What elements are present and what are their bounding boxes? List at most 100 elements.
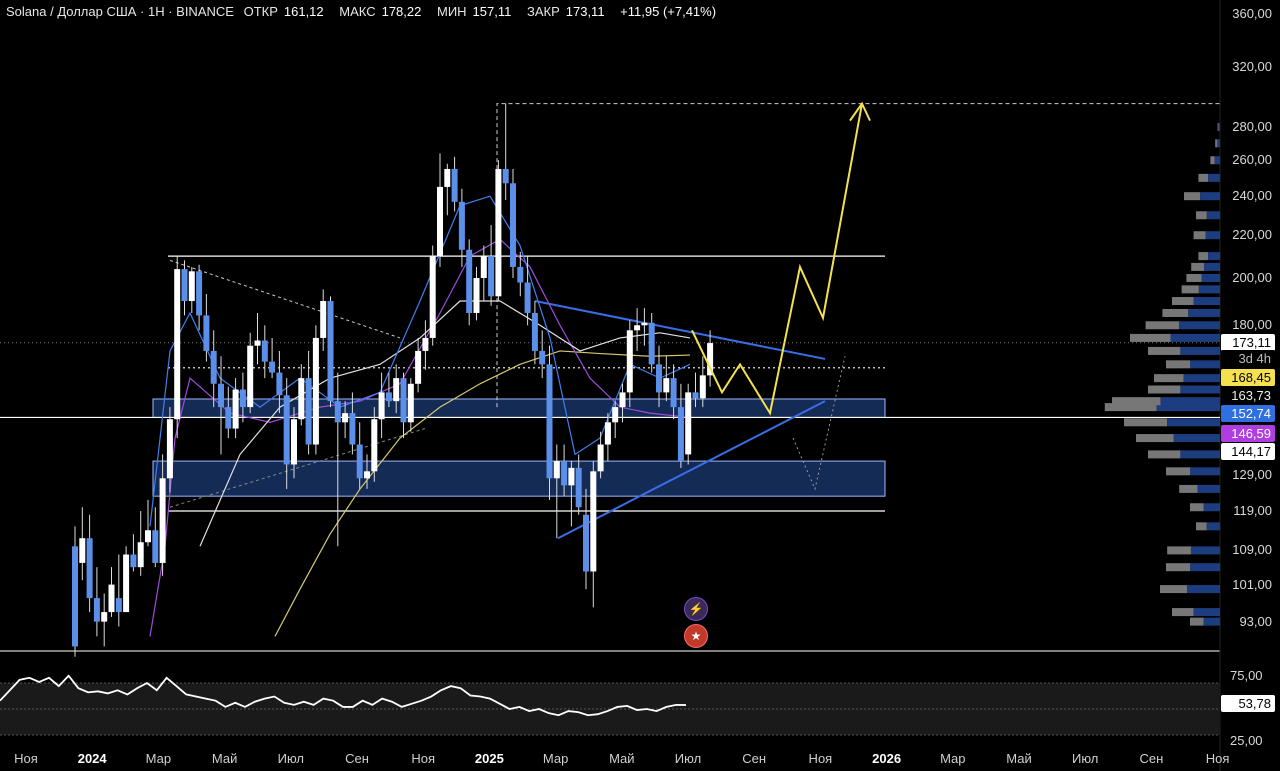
candle-body	[510, 183, 516, 267]
volume-profile-bar	[1215, 139, 1218, 148]
candle-body	[305, 378, 312, 445]
volume-profile-bar	[1197, 484, 1220, 493]
candle-body	[137, 542, 144, 568]
volume-profile-bar	[1190, 563, 1220, 572]
projection-arrowhead	[849, 101, 871, 122]
candle-body	[86, 538, 93, 599]
candle-body	[619, 392, 626, 408]
candle-body	[276, 372, 283, 396]
candle-body	[502, 168, 509, 184]
candle-body	[203, 315, 210, 351]
candle-body	[130, 554, 137, 568]
rsi-lower-label: 25,00	[1230, 733, 1263, 748]
volume-profile-bar	[1218, 123, 1220, 131]
candle-body	[385, 392, 392, 402]
rsi-upper-label: 75,00	[1230, 668, 1263, 683]
candle-body	[473, 277, 480, 313]
candle-body	[159, 478, 166, 563]
candle-body	[196, 271, 203, 316]
candle-body	[597, 444, 604, 472]
volume-profile-bar	[1154, 374, 1184, 383]
volume-profile-bar	[1205, 231, 1220, 240]
volume-profile-bar	[1166, 360, 1191, 369]
candle-body	[356, 444, 363, 479]
volume-profile-bar	[1124, 418, 1168, 427]
volume-profile-bar	[1190, 503, 1204, 512]
candle-body	[466, 249, 473, 313]
volume-profile-bar	[1208, 252, 1220, 261]
time-axis-label: Май	[1006, 751, 1032, 766]
volume-profile-bar	[1183, 374, 1220, 383]
ma-yellow	[274, 350, 691, 637]
candle-body	[181, 269, 188, 302]
volume-profile-bar	[1172, 608, 1194, 617]
price-axis-label: 180,00	[1232, 317, 1272, 333]
candle-body	[291, 419, 297, 465]
volume-profile-bar	[1172, 297, 1194, 306]
candle-body	[342, 413, 349, 423]
candle-body	[123, 554, 130, 613]
candle-body	[298, 378, 305, 420]
ma-yellow-tag: 168,45	[1221, 369, 1275, 386]
candle-body	[327, 301, 334, 402]
volume-profile-bar	[1160, 585, 1187, 594]
time-axis-label: Сен	[742, 751, 767, 766]
candle-body	[561, 461, 568, 486]
price-axis-label: 109,00	[1232, 542, 1272, 558]
volume-profile-bar	[1184, 192, 1201, 201]
candle-body	[612, 407, 619, 423]
time-axis-label: Сен	[345, 751, 369, 766]
volume-profile-bar	[1190, 546, 1220, 555]
volume-profile-bar	[1210, 156, 1215, 165]
rsi-current-tag: 53,78	[1221, 695, 1275, 712]
rsi-line	[0, 674, 687, 717]
candle-body	[400, 378, 407, 423]
candle-body	[239, 389, 246, 408]
volume-profile-bar	[1206, 211, 1220, 220]
volume-profile-bar	[1167, 418, 1220, 427]
candle-body	[524, 282, 531, 313]
candle-body	[656, 364, 662, 393]
target-dashed-box	[496, 103, 1220, 408]
time-axis-label: 2026	[872, 751, 902, 766]
volume-profile-bar	[1180, 346, 1220, 355]
candle-body	[546, 364, 553, 479]
candle-body	[312, 337, 319, 445]
us-flag-event-icon[interactable]: ★	[684, 624, 708, 648]
candle-body	[663, 378, 670, 393]
candle-body	[451, 168, 458, 202]
volume-profile-bar	[1162, 308, 1189, 317]
volume-profile-bar	[1203, 503, 1220, 512]
price-axis-label: 280,00	[1232, 119, 1272, 134]
price-axis-label: 260,00	[1232, 152, 1272, 168]
price-axis-label: 119,00	[1233, 503, 1272, 518]
candle-body	[553, 461, 560, 479]
lightning-event-icon[interactable]: ⚡	[684, 597, 708, 621]
candle-body	[349, 413, 356, 445]
diagonal-helper-line-2	[169, 428, 426, 508]
ma-white	[199, 300, 691, 547]
price-axis-label: 360,00	[1232, 6, 1272, 22]
candle-body	[707, 343, 714, 376]
candle-body	[444, 168, 451, 187]
volume-profile-bar	[1193, 297, 1220, 306]
volume-profile-bar	[1181, 285, 1199, 294]
candle-body	[539, 350, 546, 365]
candle-body	[699, 375, 706, 399]
candle-body	[79, 538, 86, 563]
volume-profile-bar	[1104, 403, 1157, 412]
candle-body	[364, 471, 370, 479]
candle-body	[575, 467, 582, 508]
volume-profile-bar	[1173, 434, 1220, 443]
time-axis-label: Июл	[277, 751, 304, 766]
time-axis-label: Ноя	[411, 751, 436, 766]
last-price-tag: 173,11	[1221, 334, 1275, 351]
time-axis-label: Мар	[145, 751, 172, 766]
candle-body	[422, 337, 429, 351]
time-axis-label: 2025	[474, 751, 504, 766]
candle-body	[517, 266, 524, 283]
candle-body	[590, 471, 597, 572]
volume-profile-bar	[1148, 450, 1181, 459]
volume-profile-bar	[1170, 333, 1220, 342]
